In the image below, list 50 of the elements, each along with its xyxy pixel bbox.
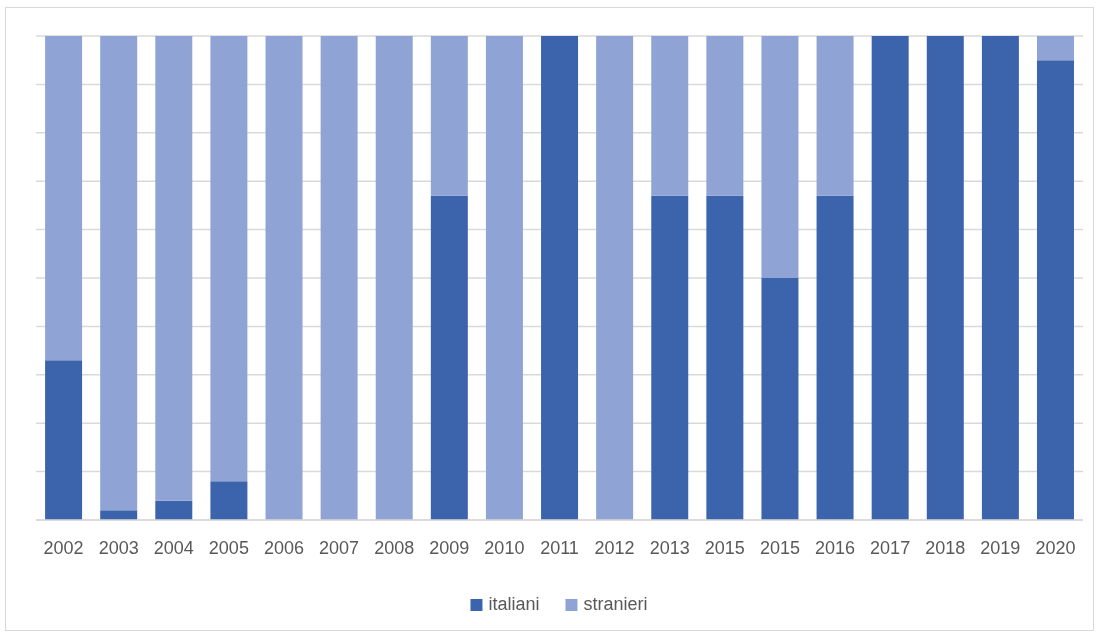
bar (100, 36, 138, 511)
bar (210, 481, 248, 520)
bar (375, 36, 413, 520)
bar (1036, 36, 1074, 61)
bar (45, 36, 83, 361)
bar (155, 500, 193, 520)
bar (871, 36, 909, 520)
bar (100, 510, 138, 520)
bar (45, 360, 83, 520)
x-tick-label: 2020 (1035, 537, 1076, 558)
bar (706, 36, 744, 196)
x-tick-label: 2009 (429, 537, 470, 558)
x-tick-label: 2015 (759, 537, 800, 558)
bar (1036, 60, 1074, 520)
bar (816, 195, 854, 520)
legend-label: italiani (488, 594, 540, 615)
x-tick-label: 2019 (980, 537, 1021, 558)
x-tick-label: 2012 (594, 537, 635, 558)
x-tick-label: 2003 (98, 537, 139, 558)
bar (981, 36, 1019, 520)
bar (541, 36, 579, 520)
x-tick-label: 2018 (925, 537, 966, 558)
bar (706, 195, 744, 520)
bar (761, 36, 799, 278)
x-tick-label: 2005 (208, 537, 249, 558)
bar (761, 278, 799, 520)
x-tick-label: 2006 (263, 537, 304, 558)
x-tick-label: 2007 (319, 537, 360, 558)
bar (816, 36, 854, 196)
bar (320, 36, 358, 520)
x-tick-label: 2016 (815, 537, 856, 558)
legend-label: stranieri (583, 594, 648, 615)
bar (430, 195, 468, 520)
x-tick-label: 2008 (374, 537, 415, 558)
bar (155, 36, 193, 501)
bar (926, 36, 964, 520)
x-tick-label: 2010 (484, 537, 525, 558)
bar (485, 36, 523, 520)
x-tick-label: 2004 (153, 537, 194, 558)
bar (265, 36, 303, 520)
bar (651, 195, 689, 520)
bar (596, 36, 634, 520)
x-tick-label: 2017 (870, 537, 911, 558)
x-tick-label: 2002 (43, 537, 84, 558)
x-tick-label: 2011 (540, 537, 579, 558)
x-tick-label: 2015 (704, 537, 745, 558)
bar (651, 36, 689, 196)
bar (210, 36, 248, 482)
bar (430, 36, 468, 196)
x-tick-label: 2013 (649, 537, 690, 558)
